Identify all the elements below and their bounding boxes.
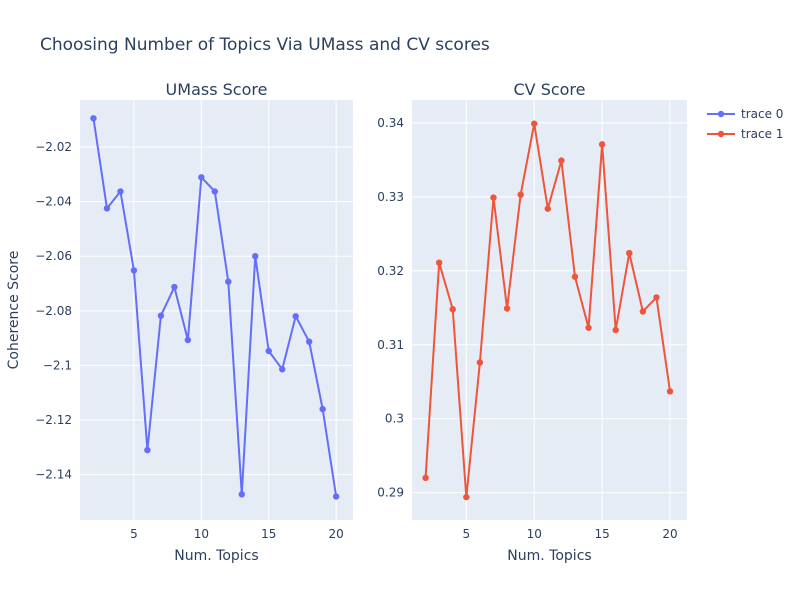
- umass-y-tick-label: −2.06: [35, 249, 72, 263]
- umass-data-point[interactable]: [171, 283, 178, 291]
- umass-data-point[interactable]: [130, 267, 138, 274]
- cv-x-tick-label: 5: [463, 527, 471, 541]
- cv-data-point[interactable]: [476, 359, 484, 366]
- cv-data-point[interactable]: [558, 157, 565, 164]
- legend-label: trace 1: [741, 127, 783, 141]
- umass-data-point[interactable]: [103, 205, 111, 212]
- shared-y-axis-label: Coherence Score: [6, 251, 22, 370]
- umass-data-point[interactable]: [184, 336, 192, 344]
- legend-marker-swatch: [717, 130, 725, 138]
- cv-data-point[interactable]: [531, 120, 538, 127]
- cv-data-point[interactable]: [544, 205, 552, 212]
- cv-data-point[interactable]: [666, 388, 674, 395]
- umass-data-point[interactable]: [238, 491, 245, 498]
- umass-data-point[interactable]: [157, 312, 165, 319]
- umass-data-point[interactable]: [279, 366, 286, 373]
- legend[interactable]: trace 0 trace 1: [707, 107, 783, 141]
- umass-plot-area: [80, 100, 353, 520]
- legend-item-trace-0[interactable]: trace 0: [707, 107, 783, 121]
- legend-label: trace 0: [741, 107, 783, 121]
- cv-data-point[interactable]: [503, 305, 511, 312]
- umass-data-point[interactable]: [225, 278, 232, 285]
- cv-data-point[interactable]: [612, 326, 619, 334]
- chart-title: Choosing Number of Topics Via UMass and …: [40, 35, 490, 55]
- umass-data-point[interactable]: [144, 446, 151, 454]
- umass-data-point[interactable]: [211, 188, 219, 195]
- cv-panel: 5 10 15 20 0.29 0.3 0.31 0.32 0.33 0.34 CV Score Nu…: [377, 80, 687, 564]
- umass-panel: 5 10 15 20 −2.02 −2.04 −2.06 −2.08 −2.1 −2.12 −2.1…: [35, 80, 353, 564]
- umass-x-tick-label: 15: [261, 527, 276, 541]
- cv-data-point[interactable]: [463, 493, 470, 501]
- umass-data-point[interactable]: [198, 174, 205, 181]
- umass-data-point[interactable]: [332, 493, 340, 500]
- cv-data-point[interactable]: [571, 273, 579, 280]
- cv-data-point[interactable]: [490, 194, 497, 201]
- cv-data-point[interactable]: [449, 306, 456, 313]
- umass-y-tick-label: −2.08: [35, 304, 72, 318]
- legend-item-trace-1[interactable]: trace 1: [707, 127, 783, 141]
- cv-data-point[interactable]: [598, 141, 606, 148]
- umass-x-axis-label: Num. Topics: [174, 548, 258, 564]
- cv-y-tick-label: 0.33: [377, 190, 404, 204]
- umass-data-point[interactable]: [90, 115, 97, 122]
- umass-y-tick-label: −2.14: [35, 468, 72, 482]
- cv-subplot-title: CV Score: [513, 80, 585, 99]
- umass-data-point[interactable]: [292, 313, 299, 320]
- cv-x-tick-label: 15: [594, 527, 609, 541]
- umass-subplot-title: UMass Score: [166, 80, 268, 99]
- cv-data-point[interactable]: [585, 324, 592, 331]
- umass-y-tick-label: −2.02: [35, 140, 72, 154]
- cv-x-tick-label: 20: [662, 527, 677, 541]
- umass-data-point[interactable]: [252, 253, 259, 260]
- umass-data-point[interactable]: [265, 347, 272, 355]
- cv-data-point[interactable]: [517, 191, 524, 198]
- umass-x-tick-label: 10: [194, 527, 209, 541]
- umass-y-tick-label: −2.04: [35, 195, 72, 209]
- umass-data-point[interactable]: [117, 188, 124, 195]
- umass-x-tick-label: 20: [329, 527, 344, 541]
- cv-y-tick-label: 0.3: [385, 412, 404, 426]
- umass-y-tick-label: −2.12: [35, 413, 72, 427]
- umass-y-tick-label: −2.1: [43, 358, 72, 372]
- cv-data-point[interactable]: [639, 308, 647, 315]
- legend-marker-swatch: [717, 110, 725, 118]
- cv-x-tick-label: 10: [527, 527, 542, 541]
- umass-x-tick-label: 5: [130, 527, 138, 541]
- umass-data-point[interactable]: [319, 405, 326, 413]
- cv-y-tick-label: 0.31: [377, 338, 404, 352]
- cv-data-point[interactable]: [422, 474, 429, 482]
- cv-y-tick-label: 0.29: [377, 486, 404, 500]
- cv-data-point[interactable]: [626, 249, 633, 257]
- cv-x-axis-label: Num. Topics: [507, 548, 591, 564]
- cv-y-tick-label: 0.32: [377, 264, 404, 278]
- cv-y-tick-label: 0.34: [377, 116, 404, 130]
- cv-data-point[interactable]: [435, 259, 443, 266]
- umass-data-point[interactable]: [305, 338, 313, 345]
- cv-data-point[interactable]: [653, 294, 660, 301]
